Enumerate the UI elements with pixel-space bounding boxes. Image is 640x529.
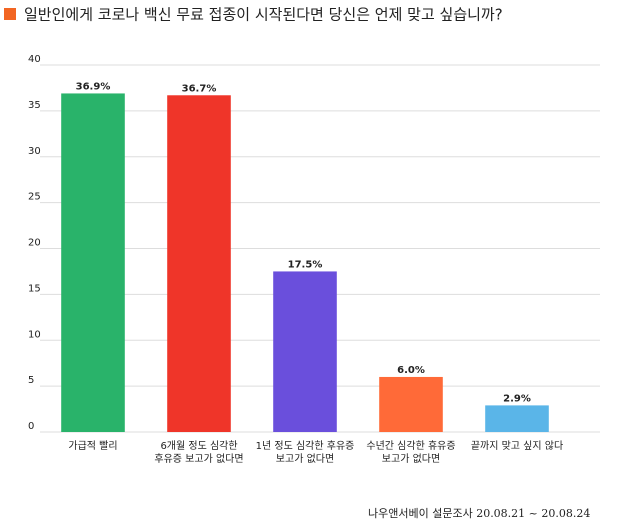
value-label: 17.5% (288, 259, 323, 270)
bar (273, 271, 337, 432)
y-tick-label: 5 (28, 375, 34, 386)
x-tick-label: 가급적 빨리 (68, 440, 117, 452)
y-tick-label: 25 (28, 192, 41, 203)
x-tick-label: 끝까지 맞고 싶지 않다 (471, 440, 563, 452)
x-tick-label: 6개월 정도 심각한 후유증 보고가 없다면 (154, 440, 243, 465)
x-tick-label: 1년 정도 심각한 후유증 보고가 없다면 (256, 440, 355, 465)
value-label: 2.9% (503, 393, 531, 404)
y-tick-label: 0 (28, 421, 34, 432)
x-tick-label: 수년간 심각한 휴유증 보고가 없다면 (366, 440, 455, 465)
bar (61, 93, 125, 432)
bar (485, 405, 549, 432)
y-tick-label: 35 (28, 100, 41, 111)
value-label: 36.7% (182, 83, 217, 94)
y-tick-label: 30 (28, 146, 41, 157)
title-icon (4, 8, 16, 20)
chart-title: 일반인에게 코로나 백신 무료 접종이 시작된다면 당신은 언제 맞고 싶습니까… (24, 6, 503, 24)
y-tick-label: 40 (28, 54, 41, 65)
bar (167, 95, 231, 432)
value-label: 36.9% (76, 81, 111, 92)
y-tick-label: 20 (28, 238, 41, 249)
y-tick-label: 15 (28, 283, 41, 294)
y-tick-label: 10 (28, 329, 41, 340)
value-label: 6.0% (397, 365, 425, 376)
bar (379, 376, 443, 432)
source-note: 나우앤서베이 설문조사 20.08.21 ~ 20.08.24 (368, 507, 590, 520)
